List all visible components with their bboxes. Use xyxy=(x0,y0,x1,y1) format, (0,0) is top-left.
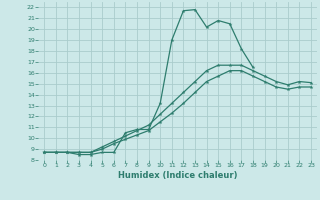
X-axis label: Humidex (Indice chaleur): Humidex (Indice chaleur) xyxy=(118,171,237,180)
